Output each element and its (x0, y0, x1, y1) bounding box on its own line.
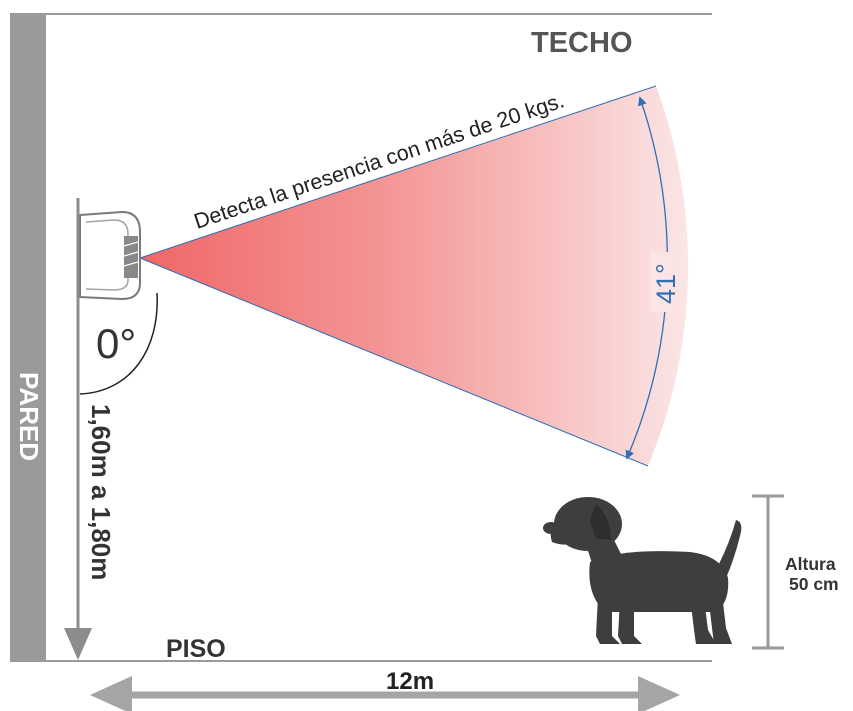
mount-angle-label: 0° (96, 320, 136, 367)
pet-height-value: 50 cm (789, 574, 839, 594)
wall-label: PARED (14, 372, 44, 461)
beam-angle-label: 41° (651, 263, 681, 304)
mount-height-label: 1,60m a 1,80m (86, 404, 116, 580)
beam-lower-edge (139, 257, 649, 467)
pet-height-title: Altura (785, 554, 836, 574)
pir-sensor-icon (79, 210, 141, 301)
dog-silhouette-icon (543, 497, 742, 644)
range-arrow (90, 676, 680, 711)
ceiling-label: TECHO (531, 27, 633, 59)
beam-upper-edge (139, 85, 657, 259)
detection-beam (140, 86, 689, 466)
mount-angle-arc (79, 292, 158, 395)
wall (10, 14, 46, 661)
floor-label: PISO (166, 635, 226, 663)
range-label: 12m (386, 668, 434, 695)
pet-height-marker (752, 494, 784, 650)
angle-label-bg (650, 252, 678, 312)
height-arrow-head (64, 628, 92, 660)
